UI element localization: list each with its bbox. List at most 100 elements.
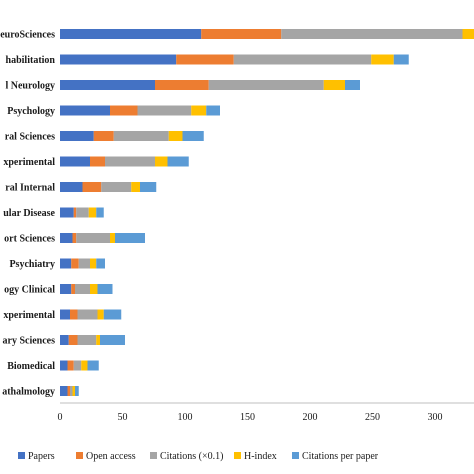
bar-segment-papers bbox=[60, 335, 69, 345]
bar-segment-papers bbox=[60, 105, 110, 116]
bar-segment-papers bbox=[60, 54, 177, 65]
bar-segment-open-access bbox=[67, 360, 74, 371]
bars-layer bbox=[60, 29, 474, 396]
bar-segment-citations-per-paper bbox=[96, 207, 104, 218]
bar-segment-citations-0-1 bbox=[101, 182, 132, 192]
bar-segment-open-access bbox=[201, 29, 282, 39]
bar-segment-papers bbox=[60, 258, 72, 269]
category-label: Psychology bbox=[7, 106, 55, 117]
bar-segment-papers bbox=[60, 360, 68, 371]
bar-segment-open-access bbox=[110, 105, 138, 116]
bar-segment-citations-0-1 bbox=[70, 386, 73, 396]
category-label: ral Sciences bbox=[5, 132, 55, 143]
bar-segment-h-index bbox=[191, 105, 207, 116]
bar-segment-papers bbox=[60, 309, 70, 320]
bar-segment-citations-0-1 bbox=[233, 54, 372, 65]
bar-segment-h-index bbox=[81, 360, 88, 371]
bar-segment-open-access bbox=[73, 207, 77, 218]
legend-label: H-index bbox=[244, 451, 277, 462]
x-tick-label: 50 bbox=[118, 412, 128, 423]
category-label: ogy Clinical bbox=[4, 285, 55, 296]
bar-segment-open-access bbox=[90, 156, 105, 167]
bar-segment-h-index bbox=[131, 182, 140, 192]
x-tick-label: 250 bbox=[365, 412, 380, 423]
bar-segment-citations-0-1 bbox=[137, 105, 192, 116]
x-tick-label: 100 bbox=[178, 412, 193, 423]
bar-segment-citations-per-paper bbox=[100, 335, 125, 345]
category-label: xperimental bbox=[3, 310, 55, 321]
category-label: ral Internal bbox=[5, 183, 55, 194]
bar-segment-h-index bbox=[462, 29, 474, 39]
bar-segment-citations-per-paper bbox=[167, 156, 189, 167]
bar-segment-citations-per-paper bbox=[96, 258, 105, 269]
bar-segment-citations-per-paper bbox=[182, 131, 204, 141]
bar-segment-h-index bbox=[90, 258, 97, 269]
category-label: ort Sciences bbox=[4, 234, 55, 245]
legend-swatch bbox=[292, 452, 299, 459]
bar-segment-open-access bbox=[93, 131, 114, 141]
bar-segment-citations-per-paper bbox=[103, 309, 122, 320]
category-label: l Neurology bbox=[5, 81, 55, 92]
bar-segment-citations-per-paper bbox=[75, 386, 79, 396]
bar-segment-h-index bbox=[72, 386, 75, 396]
bar-segment-citations-0-1 bbox=[77, 335, 97, 345]
bar-segment-h-index bbox=[90, 284, 98, 294]
bar-segment-h-index bbox=[88, 207, 97, 218]
bar-segment-papers bbox=[60, 284, 72, 294]
bar-segment-papers bbox=[60, 156, 90, 167]
bar-segment-citations-per-paper bbox=[393, 54, 409, 65]
bar-segment-open-access bbox=[70, 309, 78, 320]
legend-swatch bbox=[76, 452, 83, 459]
bar-segment-citations-per-paper bbox=[97, 284, 113, 294]
bar-segment-citations-0-1 bbox=[76, 233, 110, 243]
bar-segment-papers bbox=[60, 207, 74, 218]
bar-segment-open-access bbox=[82, 182, 102, 192]
bar-segment-citations-0-1 bbox=[73, 360, 82, 371]
bar-segment-citations-per-paper bbox=[87, 360, 99, 371]
legend-swatch bbox=[150, 452, 157, 459]
bar-segment-open-access bbox=[71, 258, 79, 269]
bar-segment-open-access bbox=[67, 386, 70, 396]
bar-segment-citations-0-1 bbox=[113, 131, 169, 141]
category-label: euroSciences bbox=[0, 30, 55, 41]
legend-swatch bbox=[234, 452, 241, 459]
category-labels: euroSciences habilitation l Neurology Psych… bbox=[0, 30, 55, 398]
bar-segment-citations-0-1 bbox=[78, 258, 90, 269]
bar-segment-h-index bbox=[371, 54, 394, 65]
legend-label: Open access bbox=[86, 451, 136, 462]
category-label: ular Disease bbox=[3, 208, 55, 219]
category-label: ary Sciences bbox=[3, 336, 56, 347]
bar-segment-papers bbox=[60, 131, 94, 141]
legend: Papers Open access Citations (×0.1) H-index… bbox=[18, 451, 379, 462]
bar-segment-h-index bbox=[323, 80, 345, 90]
bar-segment-papers bbox=[60, 29, 202, 39]
bar-segment-h-index bbox=[96, 335, 100, 345]
x-axis-ticks: 0 50 100 150 200 250 300 bbox=[58, 412, 443, 423]
bar-segment-h-index bbox=[168, 131, 183, 141]
bar-segment-papers bbox=[60, 80, 155, 90]
category-label: habilitation bbox=[6, 55, 56, 66]
bar-segment-papers bbox=[60, 233, 73, 243]
bar-segment-citations-per-paper bbox=[140, 182, 157, 192]
bar-segment-open-access bbox=[155, 80, 209, 90]
bar-segment-h-index bbox=[97, 309, 104, 320]
bar-segment-citations-0-1 bbox=[281, 29, 463, 39]
bar-segment-citations-0-1 bbox=[105, 156, 155, 167]
bar-segment-citations-0-1 bbox=[75, 284, 90, 294]
bar-segment-open-access bbox=[68, 335, 78, 345]
bar-segment-citations-per-paper bbox=[115, 233, 145, 243]
bar-segment-h-index bbox=[110, 233, 115, 243]
legend-label: Citations (×0.1) bbox=[160, 451, 223, 462]
bar-segment-h-index bbox=[155, 156, 168, 167]
legend-label: Citations per paper bbox=[302, 451, 379, 462]
category-label: Psychiatry bbox=[9, 259, 55, 270]
x-tick-label: 300 bbox=[428, 412, 443, 423]
bar-segment-open-access bbox=[71, 284, 75, 294]
bar-segment-citations-per-paper bbox=[345, 80, 360, 90]
legend-label: Papers bbox=[28, 451, 55, 462]
bar-segment-papers bbox=[60, 182, 83, 192]
x-tick-label: 0 bbox=[58, 412, 63, 423]
legend-swatch bbox=[18, 452, 25, 459]
category-label: Biomedical bbox=[7, 361, 55, 372]
